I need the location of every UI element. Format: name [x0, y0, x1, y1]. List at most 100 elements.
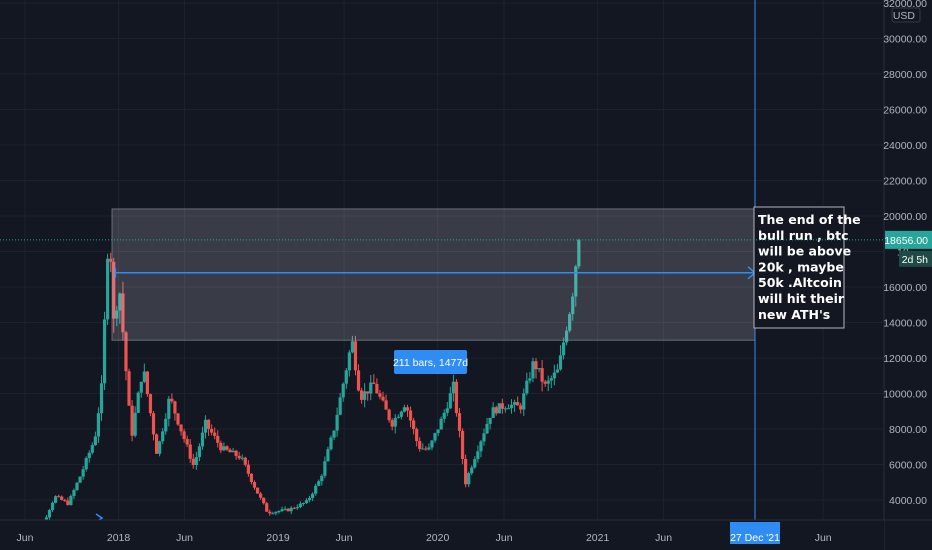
- candle-down: [534, 361, 538, 370]
- candle-down: [252, 482, 257, 488]
- candle-up: [522, 393, 526, 410]
- candle-up: [485, 423, 489, 434]
- candle-up: [99, 383, 104, 414]
- candle-up: [402, 407, 407, 412]
- candle-down: [286, 508, 290, 512]
- candle-up: [332, 430, 336, 438]
- y-tick-label: 20000.00: [883, 211, 927, 223]
- candle-down: [390, 420, 394, 427]
- candle-up: [271, 513, 275, 515]
- candle-up: [96, 413, 101, 437]
- y-tick-label: 6000.00: [889, 460, 927, 472]
- resistance-zone-box[interactable]: [111, 208, 756, 341]
- candle-down: [66, 500, 70, 505]
- candle-up: [525, 380, 529, 394]
- countdown-badge: [899, 250, 932, 267]
- candle-down: [353, 341, 358, 371]
- candle-up: [561, 342, 566, 356]
- candle-down: [259, 493, 263, 498]
- candle-up: [571, 296, 575, 315]
- x-tick-label: 2020: [426, 532, 450, 544]
- annotation-line: will be above: [758, 244, 851, 259]
- candle-up: [509, 404, 514, 409]
- candle-up: [396, 416, 400, 418]
- candle-down: [234, 450, 238, 456]
- candle-up: [497, 403, 501, 414]
- candle-up: [102, 319, 107, 384]
- candle-up: [344, 370, 348, 384]
- candle-up: [194, 457, 198, 466]
- candle-up: [164, 418, 168, 432]
- measure-label-text: 211 bars, 1477d: [393, 357, 468, 369]
- candle-up: [314, 485, 318, 494]
- x-tick-label: Jun: [336, 532, 353, 544]
- candle-up: [280, 509, 284, 512]
- y-tick-label: 32000.00: [883, 0, 927, 10]
- candle-up: [479, 441, 483, 452]
- candle-up: [363, 391, 367, 400]
- candle-down: [375, 383, 379, 394]
- candle-down: [246, 464, 250, 474]
- candle-up: [574, 266, 578, 297]
- candle-down: [188, 444, 192, 459]
- candle-down: [262, 497, 266, 504]
- currency-box[interactable]: [891, 7, 921, 23]
- candle-down: [216, 435, 220, 443]
- candle-down: [182, 431, 186, 440]
- candle-down: [415, 429, 419, 442]
- last-price-label: 18656.00: [884, 235, 928, 247]
- annotation-box[interactable]: [753, 206, 845, 329]
- candle-down: [424, 448, 428, 450]
- candle-up: [87, 452, 91, 459]
- candle-up: [75, 482, 79, 491]
- candle-up: [347, 352, 351, 371]
- x-tick-label: Jun: [17, 532, 34, 544]
- candle-down: [185, 439, 189, 445]
- candle-down: [237, 455, 241, 459]
- last-price-badge: [885, 230, 932, 249]
- candle-down: [60, 496, 64, 500]
- candle-down: [366, 391, 370, 394]
- candle-up: [240, 457, 244, 459]
- candle-down: [179, 424, 183, 432]
- y-tick-label: 14000.00: [883, 318, 927, 330]
- candle-up: [106, 258, 110, 320]
- y-tick-label: 26000.00: [883, 105, 927, 117]
- candle-down: [225, 446, 229, 450]
- y-tick-label: 4000.00: [889, 495, 927, 507]
- candle-down: [176, 413, 180, 425]
- highlight-date-badge[interactable]: [730, 522, 780, 544]
- candle-down: [249, 473, 254, 483]
- candle-up: [69, 495, 73, 505]
- candles: [23, 238, 581, 532]
- candle-down: [292, 507, 296, 509]
- candle-down: [381, 396, 385, 401]
- candle-down: [219, 442, 223, 451]
- candle-up: [222, 446, 226, 451]
- annotation-line: 20k , maybe: [758, 259, 844, 274]
- candle-down: [359, 390, 364, 400]
- candle-up: [72, 490, 76, 496]
- candle-down: [130, 405, 134, 436]
- candle-up: [301, 502, 306, 504]
- candle-up: [298, 503, 302, 508]
- candle-up: [433, 433, 437, 441]
- candle-down: [268, 511, 272, 514]
- candle-up: [445, 408, 449, 413]
- candle-up: [558, 355, 563, 370]
- candle-up: [470, 467, 474, 474]
- candle-up: [158, 441, 162, 454]
- annotation-line: The end of the: [758, 212, 861, 227]
- candle-down: [151, 413, 156, 435]
- price-axis: [884, 0, 932, 550]
- measure-label-box[interactable]: [394, 350, 467, 374]
- candle-up: [482, 433, 486, 442]
- candle-up: [295, 507, 299, 509]
- candle-up: [528, 378, 532, 381]
- candle-up: [564, 330, 569, 343]
- candle-up: [506, 408, 511, 410]
- candle-up: [427, 447, 431, 450]
- candle-down: [519, 405, 523, 410]
